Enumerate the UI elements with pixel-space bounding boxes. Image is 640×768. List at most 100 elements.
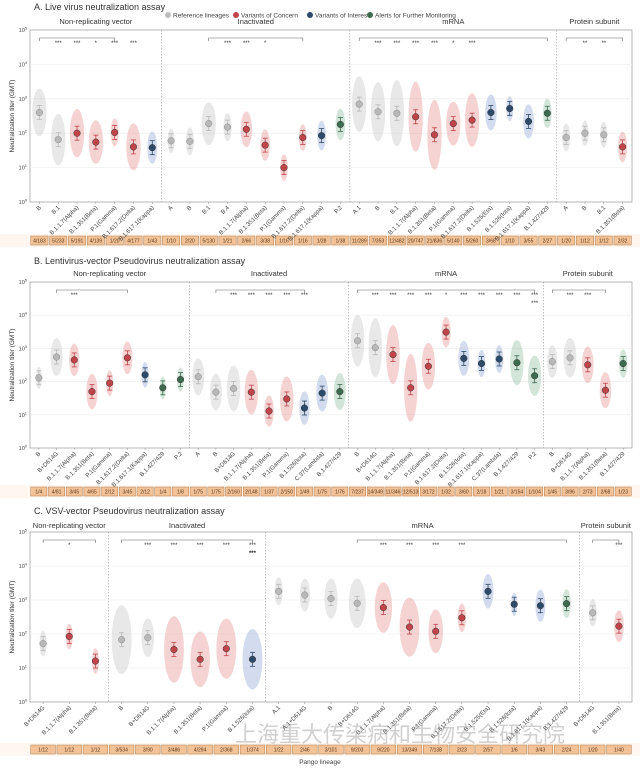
y-tick-label: 105 — [19, 278, 28, 287]
significance-bracket — [208, 37, 304, 41]
ratio-label: 2/150 — [280, 490, 293, 496]
ratio-box — [242, 486, 260, 497]
gmt-point — [247, 388, 255, 396]
y-tick-label: 101 — [19, 664, 28, 673]
ratio-box — [526, 486, 543, 497]
y-tick-exponent: 4 — [25, 562, 28, 567]
gmt-point — [371, 344, 379, 352]
ratio-box — [369, 235, 387, 246]
ratio-label: 1/75 — [193, 490, 203, 496]
ratio-box — [161, 744, 187, 755]
significance-mark: *** — [380, 543, 388, 549]
significance-mark: *** — [496, 293, 504, 299]
gmt-point — [35, 374, 43, 382]
ratio-box — [594, 235, 613, 246]
gmt-point — [336, 388, 344, 396]
gmt-point — [39, 640, 47, 648]
significance-mark: *** — [406, 543, 414, 549]
panel-a: A. Live virus neutralization assay100101… — [0, 2, 640, 247]
significance-mark: * — [68, 543, 71, 549]
y-tick-label: 102 — [19, 630, 28, 639]
significance-bracket — [42, 539, 96, 543]
ratio-label: 1/20 — [561, 239, 571, 245]
ratio-box — [239, 744, 266, 755]
y-tick-label: 102 — [19, 377, 28, 386]
gmt-point — [460, 354, 468, 362]
ratio-box — [181, 235, 199, 246]
gmt-point — [300, 404, 308, 412]
gmt-point — [600, 131, 608, 139]
y-tick-label: 104 — [19, 60, 28, 69]
significance-mark: *** — [460, 293, 468, 299]
significance-mark: *** — [249, 551, 257, 557]
gmt-point — [336, 120, 344, 128]
ratio-box — [86, 235, 105, 246]
significance-bracket — [592, 539, 620, 543]
gmt-point — [242, 125, 250, 133]
ratio-label: 1/10 — [505, 239, 515, 245]
significance-mark: *** — [584, 293, 592, 299]
ratio-label: 1/16 — [298, 239, 308, 245]
ratio-label: 1/20 — [110, 239, 120, 245]
ratio-label: 2/32 — [618, 239, 628, 245]
gmt-point — [563, 600, 571, 608]
y-tick-label: 102 — [19, 129, 28, 138]
group-label: Protein subunit — [581, 521, 632, 530]
significance-mark: *** — [130, 41, 138, 47]
ratio-box — [30, 486, 48, 497]
gmt-point — [442, 328, 450, 336]
significance-mark: * — [95, 41, 98, 47]
ratio-label: 1/23 — [618, 490, 628, 496]
ratio-box — [292, 744, 318, 755]
group-label: Inactivated — [251, 269, 287, 278]
y-tick-exponent: 3 — [25, 344, 28, 349]
significance-mark: *** — [71, 293, 79, 299]
ratio-label: 1/37 — [264, 490, 274, 496]
ratio-box — [384, 486, 402, 497]
gmt-point — [54, 136, 62, 144]
y-tick-exponent: 0 — [25, 698, 28, 703]
y-axis-title: Neutralization titer (GMT) — [9, 329, 16, 402]
gmt-point — [65, 632, 73, 640]
ratio-label: 3/38 — [260, 239, 270, 245]
gmt-point — [615, 622, 623, 630]
gmt-point — [327, 595, 335, 603]
legend-marker — [233, 12, 239, 18]
gmt-point — [581, 129, 589, 137]
ratio-box — [482, 235, 500, 246]
gmt-point — [543, 109, 551, 117]
x-tick-label: B — [186, 205, 193, 212]
x-tick-label: B — [581, 205, 588, 212]
x-tick-label: P.1(Gamma) — [202, 705, 230, 733]
gmt-point — [88, 388, 96, 396]
ratio-label: 7/138 — [429, 748, 442, 754]
ratio-label: 1/12 — [38, 748, 48, 754]
y-tick-label: 103 — [19, 344, 28, 353]
ratio-label: 1/12 — [580, 239, 590, 245]
ratio-box — [293, 235, 312, 246]
significance-mark: *** — [375, 41, 383, 47]
y-axis-title: Neutralization titer (GMT) — [9, 80, 16, 153]
ratio-label: 2/23 — [457, 748, 467, 754]
legend-label: Alerts for Further Monitoring — [375, 13, 456, 20]
gmt-point — [353, 599, 361, 607]
gmt-point — [389, 351, 397, 359]
ratio-label: 4/81 — [52, 490, 62, 496]
ratio-box — [543, 486, 561, 497]
panel-title: C. VSV-vector Pseudovirus neutralization… — [34, 506, 225, 516]
ratio-box — [189, 486, 207, 497]
ratio-box — [331, 486, 349, 497]
x-tick-label: B — [354, 451, 361, 458]
significance-mark: *** — [144, 543, 152, 549]
x-tick-label: B.4 — [220, 205, 231, 216]
ratio-label: 5/140 — [447, 239, 460, 245]
ratio-box — [366, 486, 384, 497]
ratio-label: 20/747 — [408, 239, 424, 245]
significance-mark: *** — [469, 41, 477, 47]
legend: Reference lineages Variants of Concern Var… — [165, 12, 456, 20]
gmt-point — [318, 389, 326, 397]
ratio-label: 2/12 — [105, 490, 115, 496]
ratio-label: 1/8 — [177, 490, 184, 496]
plot-frame — [29, 29, 633, 203]
